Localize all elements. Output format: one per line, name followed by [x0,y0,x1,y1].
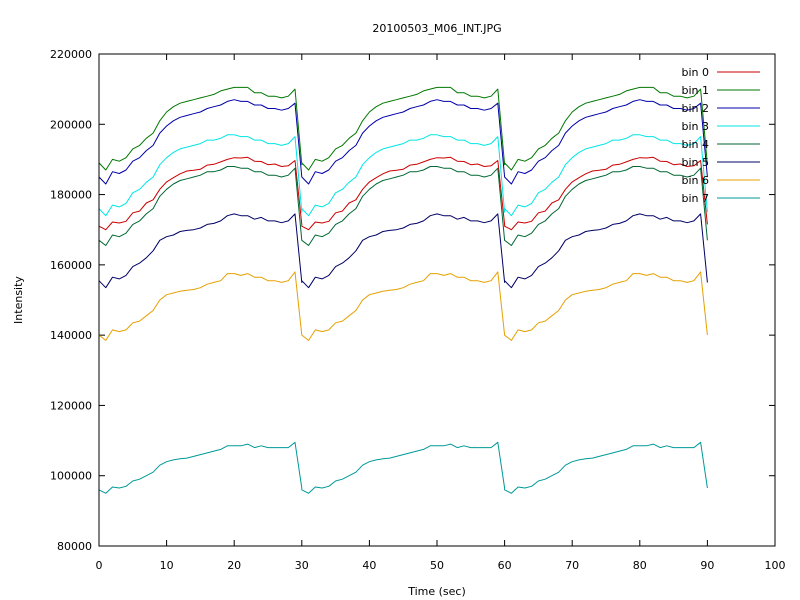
x-tick-label: 30 [295,559,309,572]
y-tick-label: 200000 [50,118,92,131]
series-line-bin-5 [98,213,708,289]
legend-label: bin 3 [681,120,709,133]
x-tick-label: 100 [765,559,786,572]
legend-label: bin 6 [681,174,709,187]
series-line-bin-2 [98,99,708,185]
series-line-bin-7 [98,441,708,494]
x-tick-label: 50 [430,559,444,572]
series-line-bin-0 [98,156,708,231]
legend-label: bin 0 [681,66,709,79]
series-line-bin-3 [98,134,708,217]
y-tick-label: 100000 [50,470,92,483]
axes: 80000 100000 120000 140000 160000 180000 20000… [50,48,786,572]
x-tick-label: 20 [227,559,241,572]
legend-label: bin 5 [681,156,709,169]
x-tick-label: 90 [700,559,714,572]
x-tick-label: 70 [565,559,579,572]
x-tick-label: 0 [96,559,103,572]
y-tick-label: 220000 [50,48,92,61]
x-tick-label: 10 [160,559,174,572]
y-tick-label: 140000 [50,329,92,342]
x-tick-label: 40 [362,559,376,572]
series-line-bin-1 [98,86,708,171]
legend-label: bin 4 [681,138,709,151]
legend-label: bin 2 [681,102,709,115]
legend: bin 0 bin 1 bin 2 bin 3 bin 4 bin 5 bin 6 bin 7 [681,66,760,205]
legend-label: bin 1 [681,84,709,97]
y-axis-label: Intensity [12,276,25,324]
y-tick-label: 160000 [50,259,92,272]
x-tick-label: 80 [633,559,647,572]
series-lines [98,86,708,494]
y-tick-label: 180000 [50,189,92,202]
plot-frame [98,53,776,547]
x-tick-label: 60 [498,559,512,572]
legend-label: bin 7 [681,192,709,205]
y-tick-label: 80000 [57,540,92,553]
x-axis-label: Time (sec) [407,585,466,598]
y-tick-label: 120000 [50,399,92,412]
series-line-bin-4 [98,166,708,246]
series-line-bin-6 [98,271,708,341]
chart-title: 20100503_M06_INT.JPG [372,22,501,35]
